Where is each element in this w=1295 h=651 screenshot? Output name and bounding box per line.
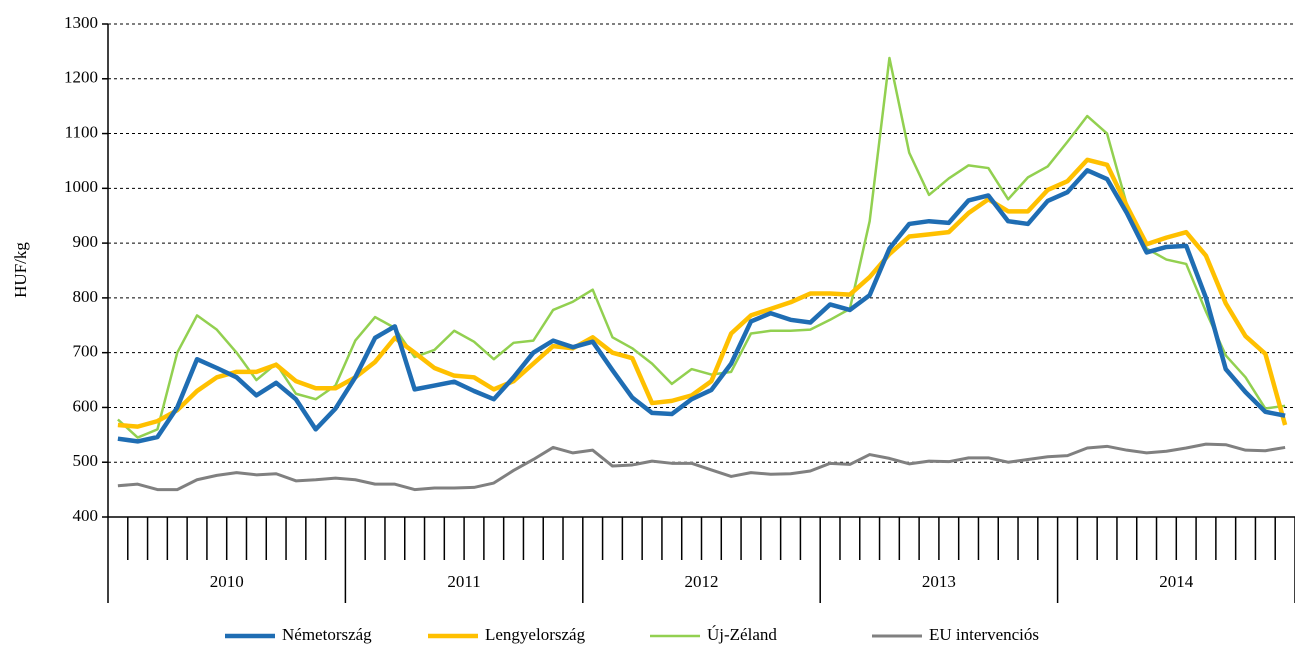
y-tick-label: 1200 (64, 68, 98, 87)
year-label: 2010 (210, 572, 244, 591)
y-tick-label: 600 (73, 396, 99, 415)
year-label: 2014 (1159, 572, 1194, 591)
y-tick-label: 800 (73, 287, 99, 306)
y-tick-label: 1000 (64, 177, 98, 196)
y-tick-label: 1100 (65, 122, 98, 141)
y-tick-label: 1300 (64, 13, 98, 32)
legend-label: EU intervenciós (929, 625, 1039, 644)
y-axis-label: HUF/kg (11, 242, 30, 298)
legend-label: Németország (282, 625, 372, 644)
series-line (117, 157, 1288, 429)
y-tick-label: 400 (73, 506, 99, 525)
legend-label: Új-Zéland (707, 625, 777, 644)
year-label: 2011 (447, 572, 480, 591)
y-tick-label: 900 (73, 232, 99, 251)
series-line (117, 168, 1286, 444)
legend-label: Lengyelország (485, 625, 586, 644)
series-line (117, 442, 1286, 492)
y-tick-label: 500 (73, 451, 99, 470)
series-line (117, 56, 1286, 439)
year-label: 2012 (685, 572, 719, 591)
year-label: 2013 (922, 572, 956, 591)
y-tick-label: 700 (73, 342, 99, 361)
